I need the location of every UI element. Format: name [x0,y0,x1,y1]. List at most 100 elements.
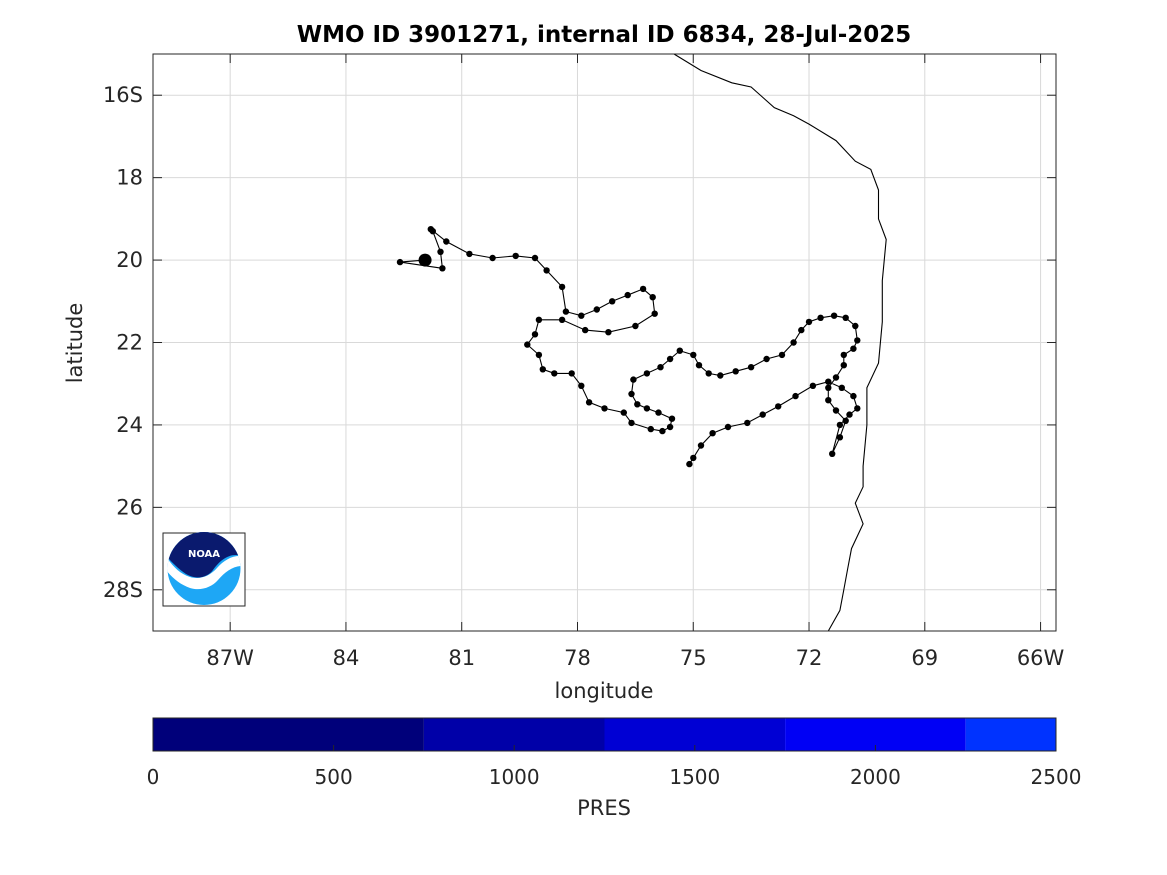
y-tick-label: 16S [103,83,143,107]
colorbar-tick-label: 500 [315,765,353,789]
trajectory-point [601,405,608,412]
trajectory-point [744,419,751,427]
trajectory-point [609,298,616,305]
colorbar-tick-label: 0 [147,765,160,789]
trajectory-point [632,322,639,330]
trajectory-point [792,392,799,400]
x-tick-label: 75 [680,646,707,670]
x-tick-label: 72 [796,646,823,670]
y-axis-ticks: 16S 18 20 22 24 26 28S [103,83,1056,602]
trajectory-point [854,405,861,412]
trajectory-point [840,351,847,359]
grid-lines [153,54,1056,631]
trajectory-point [763,355,770,363]
trajectory-point [842,417,849,424]
start-position-marker [418,253,432,267]
trajectory-point [732,368,739,375]
trajectory-point [593,306,600,313]
trajectory-point [840,362,847,369]
colorbar-band [153,718,424,751]
trajectory-point [657,364,664,371]
trajectory-point [659,427,666,435]
trajectory-point [850,345,857,352]
trajectory-point [649,294,656,301]
y-tick-label: 20 [116,248,143,272]
trajectory-point [836,421,844,429]
trajectory-point [817,314,824,321]
trajectory-point [578,382,585,389]
x-tick-label: 66W [1017,646,1065,670]
trajectory-point [717,372,724,379]
trajectory-point [809,382,817,389]
x-axis-ticks: 87W 84 81 78 75 72 69 66W [206,54,1065,670]
trajectory-point [524,341,531,348]
trajectory-point [668,415,676,422]
trajectory-point [634,401,641,408]
trajectory-point [709,430,716,437]
trajectory-point [620,409,627,416]
trajectory-point [747,364,755,371]
trajectory-point [582,326,589,334]
x-axis-label: longitude [555,679,654,703]
y-tick-label: 22 [116,331,143,355]
trajectory-point [558,283,566,291]
colorbar-bands [153,718,1056,751]
y-tick-label: 28S [103,578,143,602]
trajectory-point [666,423,674,431]
trajectory-point [836,434,844,441]
trajectory-point [551,370,558,377]
trajectory-point [466,250,473,258]
trajectory-point [838,384,845,391]
trajectory-point [825,384,832,391]
noaa-emblem [167,532,241,605]
trajectory-point [805,318,813,326]
colorbar-ticks: 0 500 1000 1500 2000 2500 [147,745,1082,789]
trajectory-point [427,226,434,233]
trajectory-point [651,310,658,317]
trajectory-point [489,254,496,262]
trajectory-point [850,392,857,400]
trajectory-point [697,442,705,449]
trajectory-point [585,399,593,406]
x-tick-label: 78 [564,646,591,670]
trajectory-point [829,450,836,457]
colorbar-tick-label: 2000 [850,765,901,789]
trajectory-point [778,351,786,359]
trajectory-point [832,407,840,414]
trajectory-point [825,378,832,385]
trajectory-point [825,397,832,404]
trajectory-point [437,248,444,255]
trajectory-point [531,254,539,262]
trajectory-point [539,366,546,373]
trajectory-point [396,258,404,266]
trajectory-point [647,425,654,433]
trajectory-point [690,351,697,359]
noaa-logo: NOAA [162,532,246,607]
trajectory-points [396,226,861,468]
x-tick-label: 69 [911,646,938,670]
colorbar-tick-label: 2500 [1031,765,1082,789]
trajectory-point [605,329,612,336]
trajectory-point [630,376,637,383]
trajectory-point [830,312,838,319]
colorbar-tick-label: 1500 [669,765,720,789]
trajectory-point [852,322,859,330]
trajectory-point [512,252,519,260]
trajectory-point [705,370,712,377]
coastline-path [673,53,887,632]
trajectory-point [686,460,693,468]
trajectory [396,226,861,468]
trajectory-point [628,419,635,427]
trajectory-point [798,326,805,334]
trajectory-point [790,339,797,346]
trajectory-point [535,316,543,323]
trajectory-point [655,409,662,416]
y-tick-label: 26 [116,495,143,519]
trajectory-point [531,331,539,338]
trajectory-point [842,314,849,321]
trajectory-point [695,362,703,369]
trajectory-point [639,285,647,293]
trajectory-point [543,267,550,274]
trajectory-point [759,411,766,418]
